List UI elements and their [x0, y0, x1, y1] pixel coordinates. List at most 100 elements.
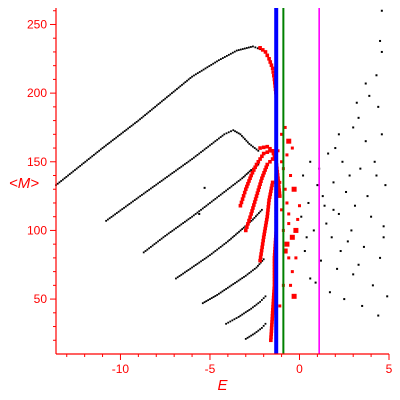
red-marker [293, 227, 299, 233]
red-marker [287, 212, 291, 216]
curve-point [111, 139, 114, 142]
data-point [332, 208, 335, 211]
data-point [303, 250, 306, 253]
curve-point [61, 178, 64, 181]
curve-point [115, 136, 118, 139]
red-marker [290, 146, 294, 150]
curve-point [248, 143, 251, 145]
curve-point [225, 55, 228, 57]
curve-point [200, 208, 202, 211]
curve-point [209, 144, 211, 147]
curve-point [252, 306, 254, 309]
curve-point [230, 237, 232, 240]
red-marker [261, 238, 265, 243]
curve-point [169, 231, 172, 233]
curve-point [221, 244, 224, 247]
curve-point [218, 137, 220, 140]
curve-point [152, 107, 155, 110]
marks-layer [55, 9, 389, 343]
curve-point [191, 266, 193, 269]
curve-point [219, 193, 222, 196]
curve-point [239, 314, 242, 317]
curve-point [209, 202, 211, 204]
curve-point [179, 85, 182, 88]
curve-point [94, 152, 97, 155]
curve-point [149, 246, 152, 248]
red-marker [248, 176, 252, 181]
curve-point [147, 111, 150, 114]
curve-point [176, 276, 179, 279]
curve-point [112, 214, 115, 217]
red-marker [283, 125, 287, 129]
curve-point [242, 175, 245, 178]
red-marker [243, 187, 248, 192]
red-marker [291, 186, 297, 192]
curve-point [189, 267, 192, 270]
curve-point [248, 272, 251, 274]
red-marker [265, 211, 270, 216]
curve-point [176, 226, 179, 228]
red-marker [261, 151, 266, 156]
y-tick-label: 250 [27, 17, 47, 31]
red-marker [296, 217, 300, 221]
curve-point [223, 289, 226, 292]
curve-point [246, 310, 249, 312]
curve-point [203, 301, 206, 304]
curve-point [250, 307, 253, 310]
data-point [377, 105, 380, 108]
curve-point [105, 144, 107, 147]
y-axis-title: <M> [9, 175, 39, 192]
curve-point [137, 119, 140, 122]
y-tick-label: 100 [27, 223, 47, 237]
curve-point [189, 217, 192, 219]
curve-point [230, 284, 233, 287]
red-marker [245, 225, 249, 229]
curve-point [238, 230, 240, 233]
red-marker [272, 289, 276, 294]
red-marker [289, 283, 293, 287]
curve-point [256, 47, 259, 50]
curve-point [259, 210, 262, 213]
curve-point [257, 302, 260, 305]
curve-point [134, 122, 136, 125]
data-point [346, 240, 349, 243]
curve-point [198, 261, 201, 264]
curve-point [174, 89, 177, 92]
curve-point [70, 171, 73, 174]
curve-point [246, 336, 249, 339]
curve-point [171, 172, 174, 175]
curve-point [223, 243, 226, 246]
curve-point [180, 273, 183, 276]
curve-point [191, 158, 193, 160]
curve-point [253, 305, 256, 307]
curve-point [98, 149, 101, 152]
curve-point [155, 104, 158, 107]
data-point [341, 160, 344, 163]
curve-point [225, 132, 228, 135]
data-point [380, 9, 383, 12]
curve-point [128, 203, 131, 205]
curve-point [203, 148, 206, 151]
red-marker [286, 138, 292, 144]
red-marker [258, 182, 262, 187]
red-marker [245, 184, 249, 189]
red-marker [263, 226, 268, 231]
red-marker [259, 248, 264, 253]
red-marker [264, 220, 269, 225]
curve-point [257, 329, 260, 332]
curve-point [158, 181, 161, 183]
curve-point [173, 170, 176, 173]
curve-point [180, 223, 183, 226]
curve-point [208, 65, 211, 67]
curve-point [68, 173, 71, 176]
curve-point [243, 276, 245, 278]
curve-point [227, 53, 230, 56]
curve-point [260, 299, 263, 301]
red-marker [258, 157, 262, 161]
curve-point [75, 167, 78, 170]
curve-point [207, 255, 210, 258]
curve-point [194, 264, 197, 266]
curve-point [210, 297, 213, 299]
curve-point [172, 90, 175, 93]
